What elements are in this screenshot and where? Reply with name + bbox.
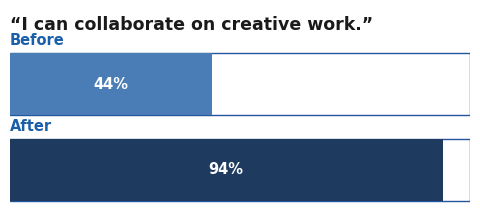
Bar [10, 53, 470, 115]
Text: 94%: 94% [209, 162, 244, 177]
Bar [10, 139, 443, 201]
Text: “I can collaborate on creative work.”: “I can collaborate on creative work.” [10, 16, 373, 34]
Bar [10, 139, 470, 201]
Text: After: After [10, 119, 52, 134]
Text: Before: Before [10, 33, 64, 48]
Text: 44%: 44% [94, 77, 129, 92]
Bar [10, 53, 212, 115]
